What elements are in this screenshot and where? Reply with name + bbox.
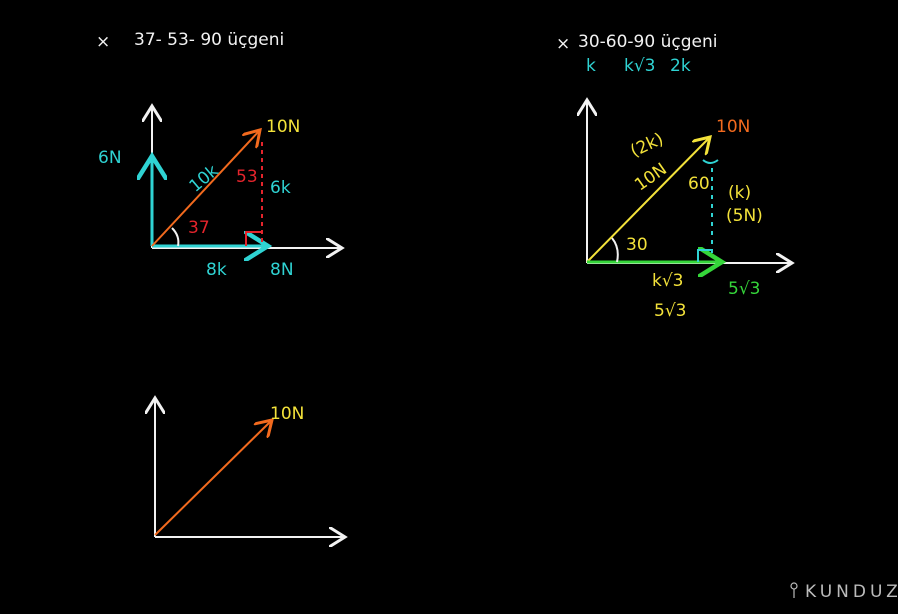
side-label: k bbox=[586, 56, 596, 76]
label: 5√3 bbox=[654, 301, 686, 321]
label: 10N bbox=[270, 404, 304, 424]
label: 6N bbox=[98, 148, 122, 168]
label: 8k bbox=[206, 260, 227, 280]
label: 37 bbox=[188, 218, 210, 238]
right-angle bbox=[245, 231, 262, 246]
logo-text: KUNDUZ bbox=[805, 582, 898, 602]
right-angle bbox=[697, 249, 712, 262]
vector bbox=[151, 130, 260, 247]
vector bbox=[586, 137, 710, 263]
label: 10N bbox=[716, 117, 750, 137]
label: 10N bbox=[266, 117, 300, 137]
label: 8N bbox=[270, 260, 294, 280]
logo: KUNDUZ bbox=[790, 582, 898, 602]
vector bbox=[154, 420, 272, 536]
title: 37- 53- 90 üçgeni bbox=[134, 30, 284, 50]
label: k√3 bbox=[652, 271, 684, 291]
side-label: k√3 bbox=[624, 56, 656, 76]
angle-arc bbox=[171, 227, 180, 247]
label: (5N) bbox=[726, 206, 763, 226]
title: 30-60-90 üçgeni bbox=[578, 32, 717, 52]
label: (k) bbox=[728, 183, 751, 203]
angle-arc bbox=[611, 237, 619, 263]
bullet: × bbox=[96, 32, 110, 52]
label: 5√3 bbox=[728, 279, 760, 299]
label: 6k bbox=[270, 178, 291, 198]
label: 60 bbox=[688, 174, 710, 194]
bullet: × bbox=[556, 34, 570, 54]
angle-arc bbox=[702, 159, 719, 164]
diagram-1 bbox=[152, 106, 342, 248]
label: 53 bbox=[236, 167, 258, 187]
side-label: 2k bbox=[670, 56, 691, 76]
diagram-2 bbox=[587, 100, 792, 263]
diagram-3 bbox=[155, 398, 345, 537]
label: 30 bbox=[626, 235, 648, 255]
